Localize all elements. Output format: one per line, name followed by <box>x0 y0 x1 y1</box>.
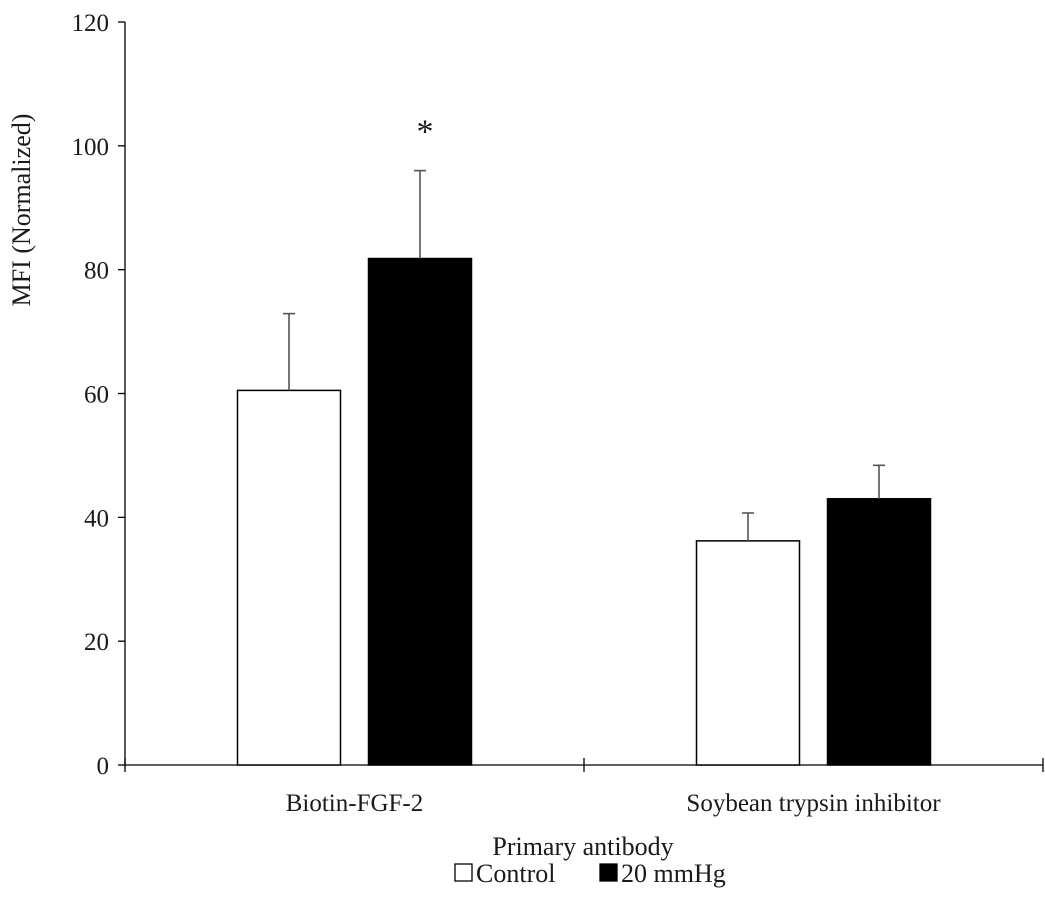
bar-control-1 <box>695 540 801 766</box>
bar-20-mmhg-1 <box>826 498 932 766</box>
legend-swatch-control <box>454 863 473 882</box>
legend-label-control: Control <box>476 859 555 888</box>
y-tick-label-20: 20 <box>84 629 109 656</box>
legend: Control 20 mmHg <box>454 859 726 888</box>
y-tick-label-80: 80 <box>84 258 109 285</box>
bar-20-mmhg-0 <box>367 257 473 766</box>
category-label-0: Biotin-FGF-2 <box>286 790 424 817</box>
bar-control-0 <box>236 389 342 766</box>
y-tick-label-60: 60 <box>84 382 109 409</box>
y-tick-label-120: 120 <box>72 10 110 37</box>
plot-area: 0 20 40 60 80 100 120 Biotin-FGF-2 Soybean tryps… <box>72 10 1044 817</box>
legend-swatch-20-mmhg <box>599 863 618 882</box>
significance-marker-0: * <box>417 114 434 151</box>
y-tick-label-0: 0 <box>97 753 110 780</box>
legend-label-20-mmhg: 20 mmHg <box>621 859 726 888</box>
category-label-1: Soybean trypsin inhibitor <box>686 790 941 817</box>
y-axis-title: MFI (Normalized) <box>7 114 36 307</box>
x-axis-title: Primary antibody <box>492 832 673 861</box>
y-tick-label-40: 40 <box>84 505 109 532</box>
y-tick-label-100: 100 <box>72 134 110 161</box>
